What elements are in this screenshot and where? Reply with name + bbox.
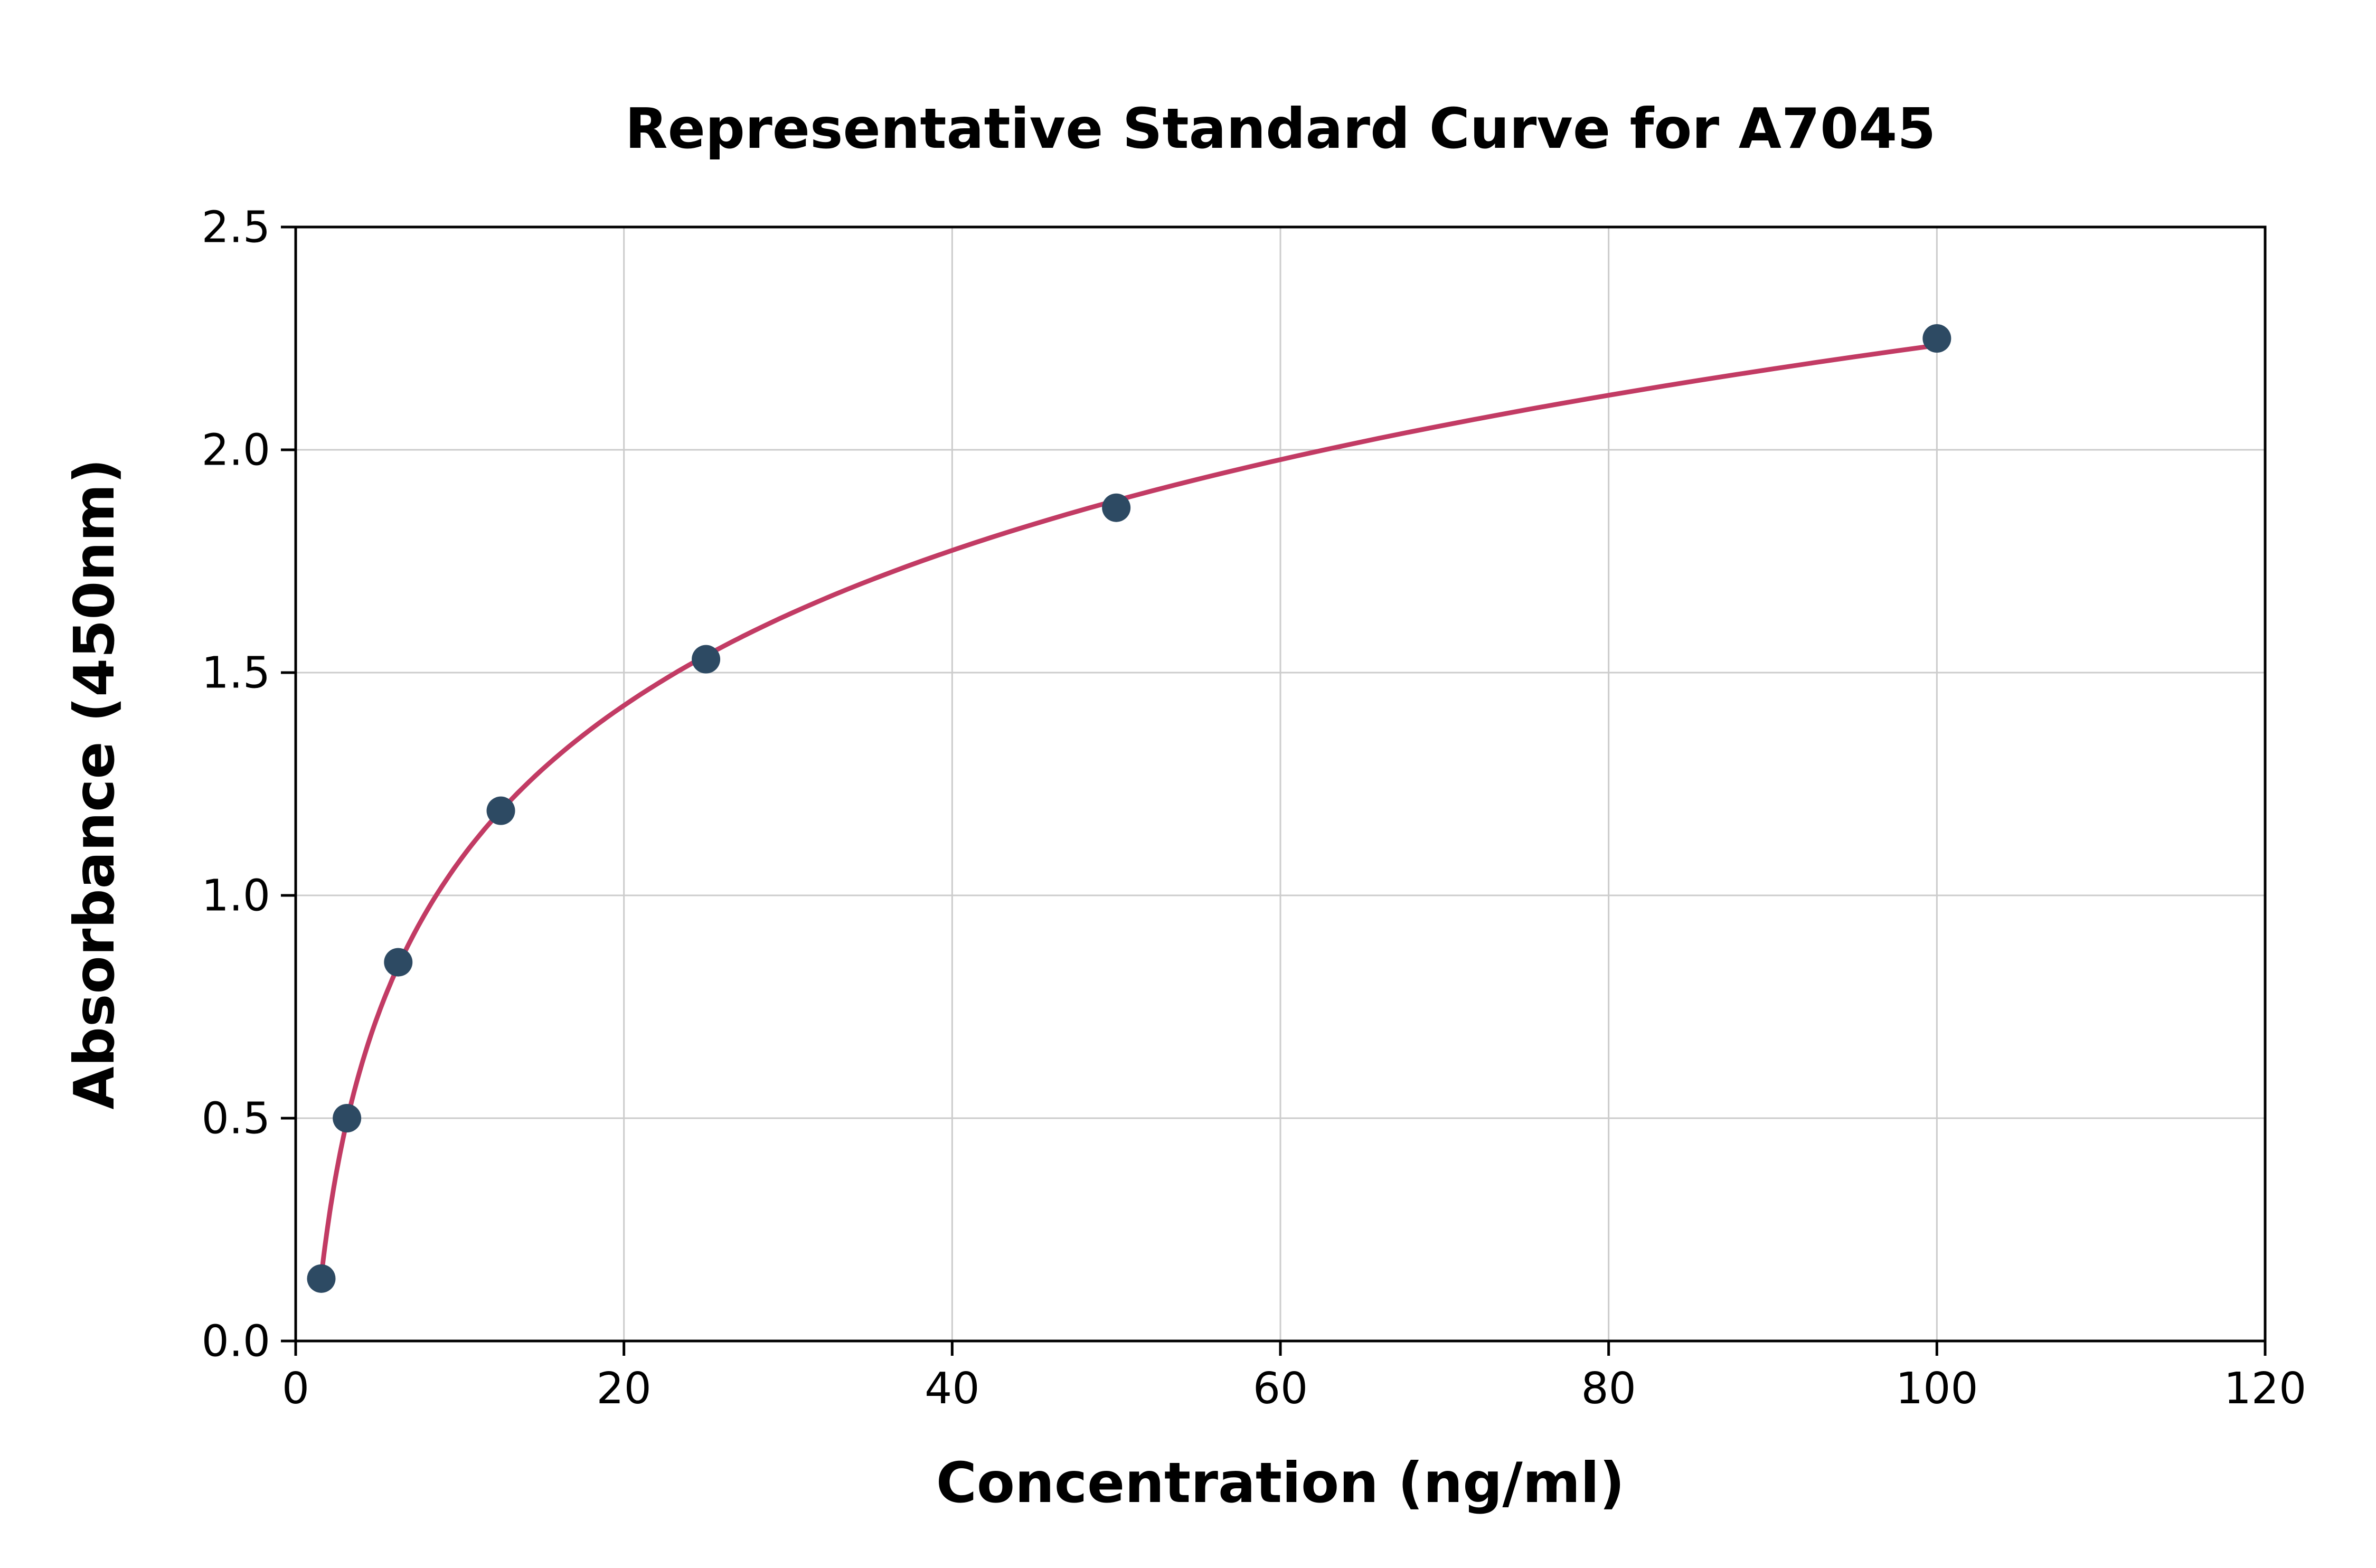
y-axis-ticks: 0.0 0.5 1.0 1.5 2.0 2.5 xyxy=(202,203,296,1367)
y-tick-label: 1.5 xyxy=(202,648,270,698)
data-point xyxy=(384,948,413,977)
y-tick-label: 0.5 xyxy=(202,1094,270,1144)
x-tick-label: 80 xyxy=(1581,1364,1636,1414)
chart-title: Representative Standard Curve for A7045 xyxy=(625,97,1936,161)
data-point xyxy=(692,645,721,674)
x-tick-label: 120 xyxy=(2224,1364,2307,1414)
x-axis-ticks: 0 20 40 60 80 100 120 xyxy=(282,1341,2306,1414)
x-tick-label: 40 xyxy=(925,1364,979,1414)
x-tick-label: 100 xyxy=(1896,1364,1978,1414)
gridlines xyxy=(295,226,2266,1342)
x-tick-label: 0 xyxy=(282,1364,309,1414)
y-axis-label: Absorbance (450nm) xyxy=(62,459,127,1110)
data-point xyxy=(1102,493,1131,522)
x-tick-label: 60 xyxy=(1253,1364,1308,1414)
data-points xyxy=(307,324,1951,1293)
y-tick-label: 0.0 xyxy=(202,1317,270,1367)
y-tick-label: 2.0 xyxy=(202,426,270,476)
x-tick-label: 20 xyxy=(596,1364,651,1414)
y-tick-label: 2.5 xyxy=(202,203,270,253)
data-point xyxy=(1922,324,1951,353)
y-tick-label: 1.0 xyxy=(202,871,270,921)
standard-curve-path xyxy=(319,343,1939,1279)
data-point xyxy=(486,796,515,825)
data-point xyxy=(333,1104,362,1132)
x-axis-label: Concentration (ng/ml) xyxy=(936,1451,1625,1515)
data-point xyxy=(307,1264,336,1293)
fitted-curve xyxy=(319,343,1939,1279)
